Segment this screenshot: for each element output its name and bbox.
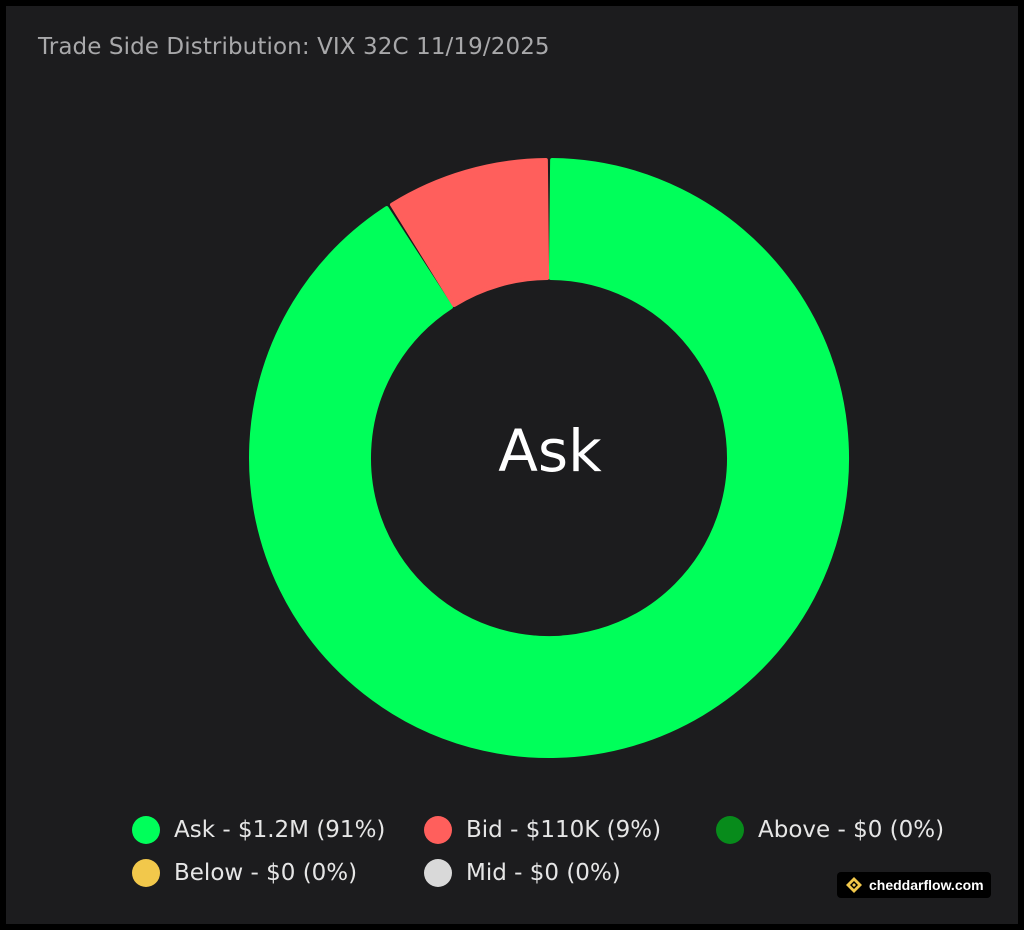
legend-label-mid: Mid - $0 (0%)	[466, 860, 621, 886]
donut-center-label: Ask	[498, 417, 602, 485]
cheddarflow-logo-icon	[846, 877, 862, 893]
donut-slices	[249, 158, 849, 758]
legend-label-ask: Ask - $1.2M (91%)	[174, 817, 386, 843]
legend-item-mid[interactable]: Mid - $0 (0%)	[424, 855, 621, 891]
chart-title: Trade Side Distribution: VIX 32C 11/19/2…	[38, 34, 550, 60]
chart-legend: Ask - $1.2M (91%) Bid - $110K (9%) Above…	[132, 812, 972, 902]
donut-slice-bid[interactable]	[389, 158, 550, 308]
legend-dot-bid	[424, 816, 452, 844]
legend-item-ask[interactable]: Ask - $1.2M (91%)	[132, 812, 385, 848]
donut-chart	[249, 158, 849, 758]
legend-item-above[interactable]: Above - $0 (0%)	[716, 812, 944, 848]
legend-item-bid[interactable]: Bid - $110K (9%)	[424, 812, 661, 848]
legend-dot-ask	[132, 816, 160, 844]
legend-label-bid: Bid - $110K (9%)	[466, 817, 662, 843]
legend-dot-below	[132, 859, 160, 887]
legend-label-below: Below - $0 (0%)	[174, 860, 358, 886]
legend-dot-above	[716, 816, 744, 844]
chart-panel: Trade Side Distribution: VIX 32C 11/19/2…	[6, 6, 1018, 924]
legend-label-above: Above - $0 (0%)	[758, 817, 945, 843]
legend-dot-mid	[424, 859, 452, 887]
donut-slice-ask[interactable]	[249, 158, 849, 758]
watermark-text: cheddarflow.com	[869, 877, 984, 893]
legend-item-below[interactable]: Below - $0 (0%)	[132, 855, 357, 891]
cheddarflow-watermark: cheddarflow.com	[837, 872, 991, 898]
